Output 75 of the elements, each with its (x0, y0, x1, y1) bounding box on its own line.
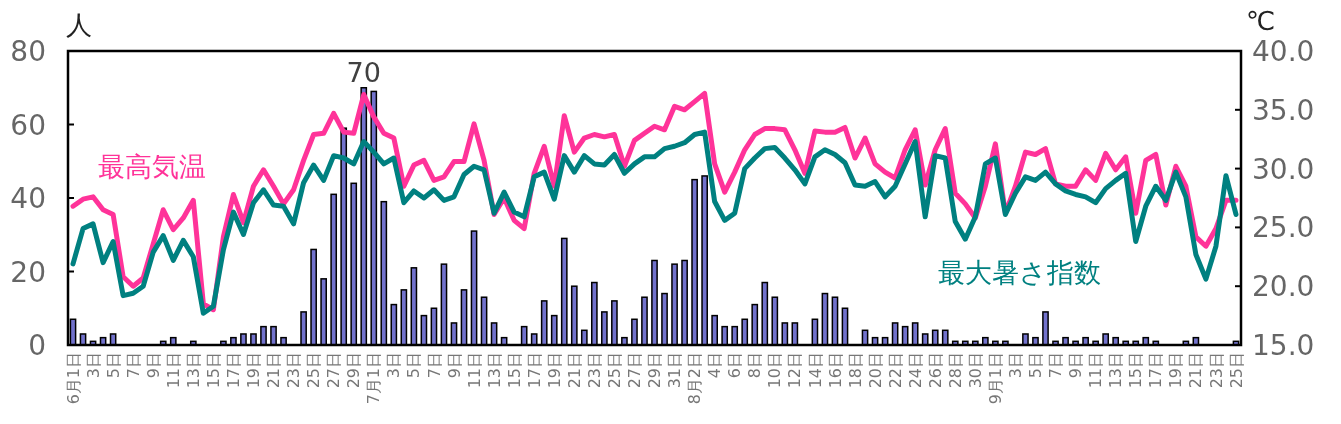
x-tick-label: 21日 (564, 352, 584, 389)
x-tick-label: 9日 (143, 352, 163, 379)
y-axis-title: 人 (66, 10, 92, 40)
x-tick-label: 8日 (745, 352, 765, 379)
x-tick-label: 13日 (484, 352, 504, 389)
y2-tick-label: 20.0 (1252, 270, 1315, 304)
x-tick-label: 28日 (945, 352, 965, 389)
x-tick-label: 23日 (284, 352, 304, 389)
x-tick-label: 25日 (605, 352, 624, 389)
x-tick-label: 6日 (725, 352, 745, 379)
x-tick-label: 10日 (765, 352, 785, 389)
y-tick-label: 0 (28, 329, 46, 362)
x-tick-label: 13日 (1106, 352, 1126, 389)
x-tick-label: 19日 (1166, 352, 1186, 389)
x-tick-label: 4日 (705, 352, 725, 379)
x-tick-label: 5日 (1026, 352, 1046, 379)
x-tick-label: 20日 (865, 352, 885, 389)
x-tick-label: 3日 (384, 352, 404, 379)
x-tick-label: 26日 (925, 352, 945, 389)
x-tick-label: 3日 (1006, 352, 1026, 379)
x-tick-label: 11日 (464, 352, 484, 389)
x-tick-label: 21日 (264, 352, 284, 389)
x-tick-label: 23日 (584, 352, 604, 389)
x-tick-label: 21日 (1186, 352, 1206, 389)
x-tick-label: 3日 (83, 352, 103, 379)
x-tick-label: 27日 (324, 352, 344, 389)
x-tick-label: 8月2日 (685, 352, 705, 405)
series-label: 最大暑さ指数 (938, 257, 1101, 288)
data-label: 70 (346, 56, 381, 88)
x-tick-label: 23日 (1206, 352, 1226, 389)
x-tick-label: 13日 (183, 352, 203, 389)
x-tick-label: 7日 (123, 352, 143, 379)
y2-axis-title: ℃ (1246, 6, 1276, 36)
x-tick-label: 12日 (785, 352, 805, 389)
x-tick-label: 24日 (905, 352, 925, 389)
x-tick-label: 16日 (825, 352, 845, 389)
x-tick-label: 18日 (845, 352, 865, 389)
x-tick-label: 15日 (1126, 352, 1146, 389)
x-tick-label: 25日 (1226, 352, 1246, 389)
x-tick-label: 7日 (424, 352, 444, 379)
y-tick-label: 80 (10, 35, 46, 68)
x-tick-label: 5日 (103, 352, 123, 379)
x-tick-label: 30日 (965, 352, 985, 389)
x-tick-label: 9月1日 (985, 352, 1005, 405)
x-tick-label: 7月1日 (364, 352, 384, 405)
y2-tick-label: 15.0 (1252, 329, 1315, 362)
x-tick-label: 17日 (524, 352, 544, 389)
x-tick-label: 7日 (1046, 352, 1066, 379)
x-tick-label: 27日 (625, 352, 645, 389)
x-tick-label: 22日 (885, 352, 905, 389)
x-tick-label: 31日 (665, 352, 685, 389)
y-tick-label: 20 (10, 255, 46, 289)
x-tick-label: 25日 (304, 352, 324, 389)
x-tick-label: 19日 (544, 352, 564, 389)
x-tick-label: 17日 (1146, 352, 1166, 389)
y-tick-label: 60 (10, 108, 46, 142)
y-tick-label: 40 (10, 182, 46, 215)
x-tick-label: 17日 (224, 352, 244, 389)
y2-tick-label: 40.0 (1252, 35, 1315, 68)
x-tick-label: 11日 (1086, 352, 1106, 389)
x-tick-label: 29日 (645, 352, 665, 389)
x-tick-label: 19日 (244, 352, 264, 389)
x-tick-label: 11日 (163, 352, 183, 389)
x-tick-label: 6月1日 (63, 352, 83, 405)
x-tick-label: 29日 (344, 352, 364, 389)
y2-tick-label: 25.0 (1252, 211, 1315, 245)
x-tick-label: 9日 (1066, 352, 1086, 379)
x-tick-label: 14日 (805, 352, 825, 389)
x-tick-label: 15日 (504, 352, 524, 389)
series-label: 最高気温 (98, 151, 206, 182)
y2-tick-label: 30.0 (1252, 152, 1315, 186)
y2-tick-label: 35.0 (1252, 93, 1315, 127)
x-tick-label: 15日 (203, 352, 223, 389)
x-tick-label: 5日 (404, 352, 424, 379)
x-tick-label: 9日 (444, 352, 464, 379)
